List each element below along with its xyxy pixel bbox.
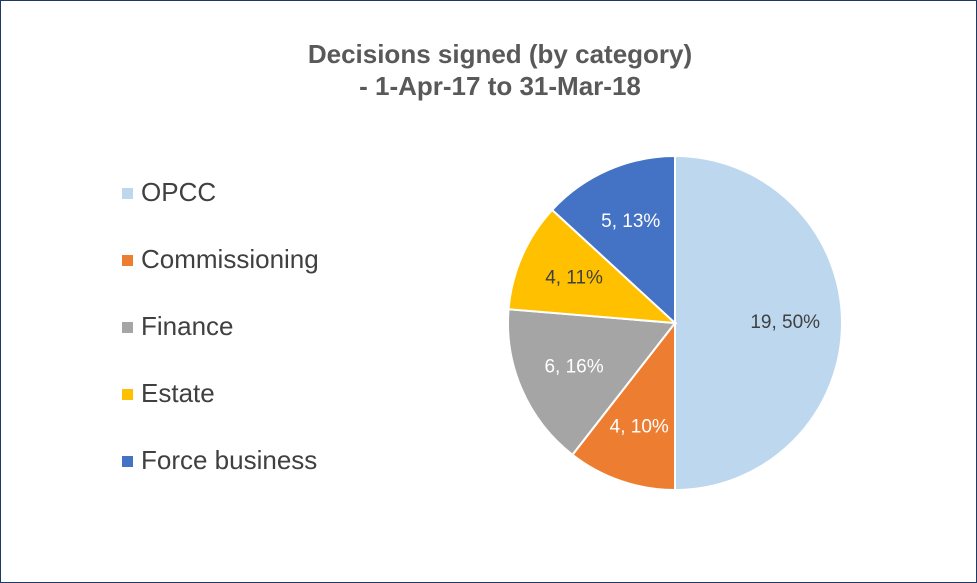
legend-label: Estate <box>141 378 215 408</box>
chart-title: Decisions signed (by category) <box>308 39 692 69</box>
data-label: 5, 13% <box>601 211 660 232</box>
data-label: 4, 10% <box>610 416 669 437</box>
data-label: 6, 16% <box>544 356 603 377</box>
legend-label: Commissioning <box>141 244 319 274</box>
data-label: 19, 50% <box>750 312 820 333</box>
chart-title: - 1-Apr-17 to 31-Mar-18 <box>359 71 641 101</box>
legend-label: OPCC <box>141 177 216 207</box>
legend-label: Finance <box>141 311 234 341</box>
pie-slice <box>507 208 678 325</box>
legend-marker <box>122 322 133 333</box>
pie-slice <box>571 320 676 492</box>
legend-marker <box>122 456 133 467</box>
pie-slice <box>507 308 677 457</box>
legend-marker <box>122 389 133 400</box>
data-label: 4, 11% <box>545 268 603 289</box>
legend-marker <box>122 188 133 199</box>
pie-slice <box>674 154 843 492</box>
legend-label: Force business <box>141 445 317 475</box>
legend-marker <box>122 255 133 266</box>
pie-slice <box>550 154 676 326</box>
